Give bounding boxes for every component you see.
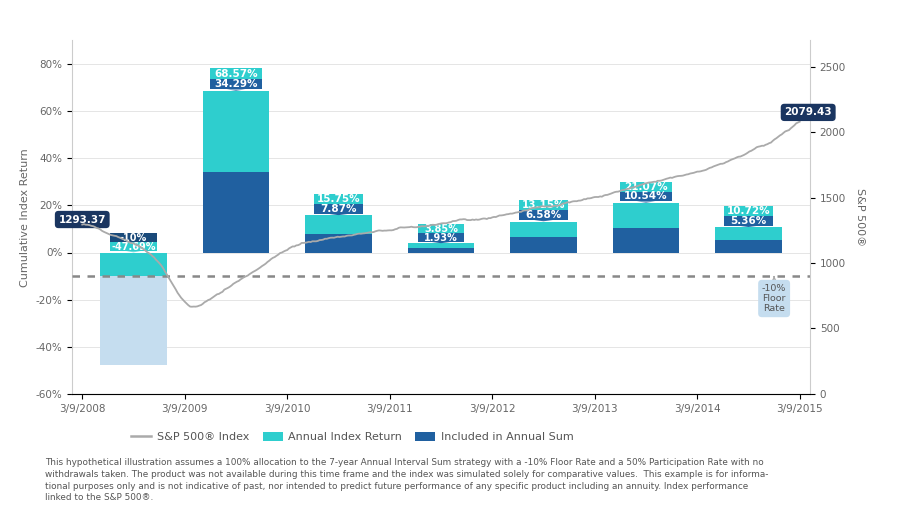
- Y-axis label: S&P 500®: S&P 500®: [855, 188, 866, 246]
- Text: 15.75%: 15.75%: [317, 194, 360, 204]
- Text: This hypothetical illustration assumes a 100% allocation to the 7-year Annual In: This hypothetical illustration assumes a…: [45, 458, 769, 502]
- Bar: [510, 222, 577, 252]
- Text: 6.58%: 6.58%: [526, 210, 562, 220]
- Polygon shape: [535, 220, 553, 221]
- Text: 10.54%: 10.54%: [625, 191, 668, 201]
- Bar: [305, 215, 372, 252]
- Y-axis label: Cumulative Index Return: Cumulative Index Return: [20, 148, 30, 286]
- Bar: [418, 224, 464, 233]
- Bar: [408, 243, 474, 252]
- Bar: [716, 240, 782, 252]
- Bar: [202, 172, 269, 252]
- Bar: [620, 182, 671, 191]
- Text: 1.93%: 1.93%: [424, 232, 458, 242]
- Text: 1293.37: 1293.37: [58, 215, 106, 225]
- Bar: [100, 252, 166, 365]
- Text: -10%: -10%: [120, 233, 147, 243]
- Text: -47.69%: -47.69%: [112, 242, 156, 252]
- Text: 5.36%: 5.36%: [731, 216, 767, 226]
- Polygon shape: [432, 242, 450, 243]
- Polygon shape: [329, 214, 347, 215]
- Bar: [724, 216, 773, 226]
- Bar: [519, 210, 568, 220]
- Polygon shape: [227, 89, 245, 91]
- Bar: [408, 248, 474, 252]
- Bar: [613, 203, 680, 252]
- Bar: [519, 200, 568, 210]
- Text: 2079.43: 2079.43: [785, 108, 832, 117]
- Bar: [314, 194, 363, 204]
- Bar: [418, 233, 464, 242]
- Bar: [211, 68, 262, 79]
- Text: 34.29%: 34.29%: [214, 79, 257, 89]
- Text: -10%
Floor
Rate: -10% Floor Rate: [762, 277, 787, 314]
- Bar: [716, 227, 782, 252]
- Text: 68.57%: 68.57%: [214, 69, 257, 79]
- Bar: [510, 237, 577, 252]
- Polygon shape: [739, 226, 758, 227]
- Text: 7.87%: 7.87%: [320, 204, 356, 214]
- Polygon shape: [637, 201, 655, 203]
- Polygon shape: [126, 251, 140, 252]
- Legend: S&P 500® Index, Annual Index Return, Included in Annual Sum: S&P 500® Index, Annual Index Return, Inc…: [127, 427, 578, 446]
- Text: 13.15%: 13.15%: [522, 200, 565, 210]
- Bar: [202, 91, 269, 252]
- Text: 21.07%: 21.07%: [625, 182, 668, 191]
- Bar: [613, 228, 680, 252]
- Bar: [620, 191, 671, 201]
- Text: 3.85%: 3.85%: [424, 224, 458, 234]
- Bar: [100, 276, 166, 365]
- Text: 10.72%: 10.72%: [726, 206, 770, 216]
- Bar: [305, 234, 372, 252]
- Bar: [110, 233, 158, 242]
- Bar: [110, 242, 158, 251]
- Bar: [724, 206, 773, 216]
- Bar: [314, 204, 363, 214]
- Bar: [211, 79, 262, 89]
